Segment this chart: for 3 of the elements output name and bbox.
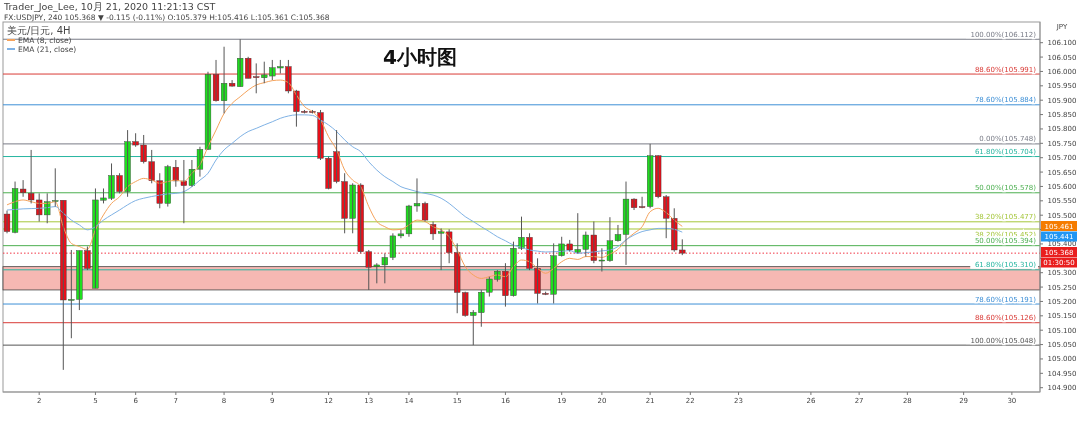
text: 4小时图: [383, 45, 457, 69]
text: Trader_Joe_Lee, 10月 21, 2020 11:21:13 CST: [3, 1, 216, 12]
annotation: 美元/日元, 4H: [7, 25, 71, 36]
